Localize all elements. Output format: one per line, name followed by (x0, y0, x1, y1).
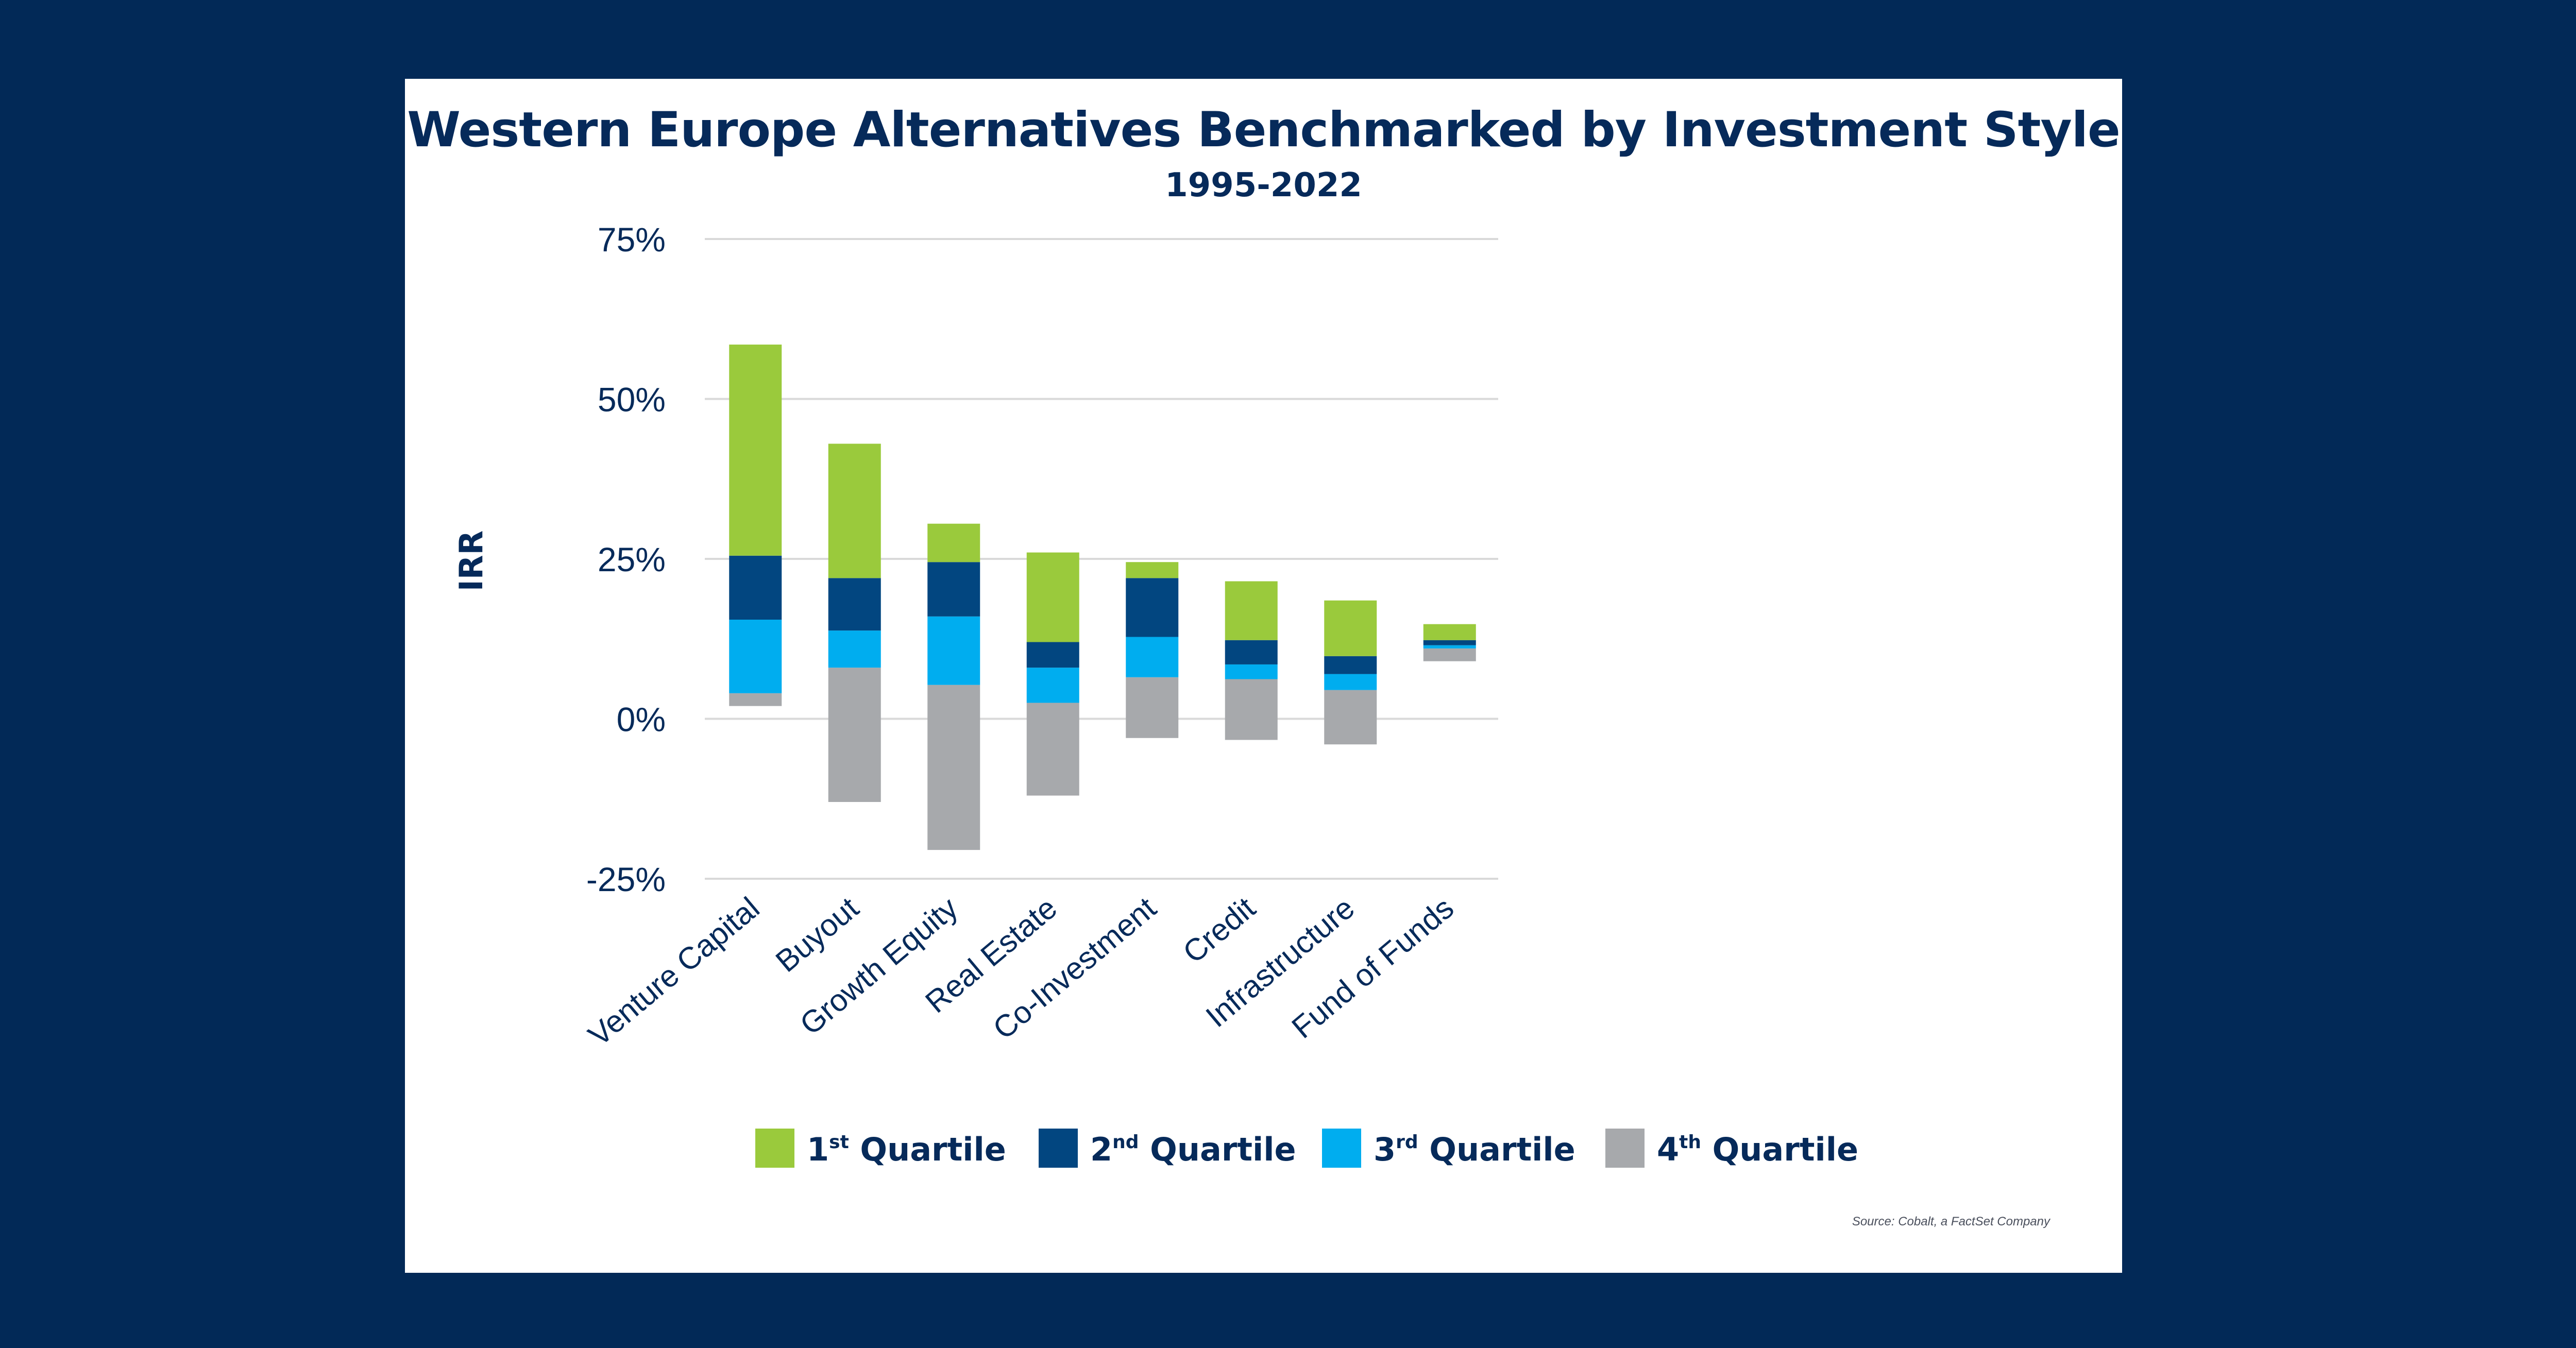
bar-segment-q1 (1026, 552, 1079, 642)
bar-segment-q2 (729, 555, 782, 620)
bar-segment-q4 (1324, 690, 1377, 745)
legend-swatch-q1 (755, 1129, 794, 1168)
bar-segment-q3 (1126, 637, 1179, 677)
bar-segment-q3 (729, 619, 782, 693)
bar-segment-q1 (1324, 600, 1377, 656)
bar-segment-q4 (828, 668, 881, 802)
legend-label-q4: 4th Quartile (1657, 1131, 1858, 1168)
bar-segment-q2 (1026, 642, 1079, 668)
legend-label-q2: 2nd Quartile (1090, 1131, 1296, 1168)
bar-segment-q1 (1423, 624, 1476, 640)
x-tick-label: Credit (1176, 890, 1262, 969)
legend-label-q1: 1st Quartile (807, 1131, 1006, 1168)
bar-segment-q2 (828, 578, 881, 631)
y-tick-label: 25% (598, 540, 666, 578)
x-tick-label: Buyout (769, 890, 865, 979)
bar-segment-q2 (1126, 578, 1179, 637)
bar-segment-q3 (927, 616, 980, 685)
bar-segment-q4 (1126, 677, 1179, 738)
y-tick-label: -25% (586, 860, 666, 898)
bar-segment-q1 (729, 344, 782, 556)
bar-segment-q1 (828, 443, 881, 578)
y-tick-label: 50% (598, 381, 666, 419)
legend-label-q3: 3rd Quartile (1374, 1131, 1575, 1168)
bar-segment-q2 (927, 562, 980, 617)
chart-subtitle: 1995-2022 (1165, 166, 1362, 204)
bar-segment-q4 (1026, 703, 1079, 796)
legend-swatch-q4 (1605, 1129, 1645, 1168)
bar-segment-q2 (1423, 640, 1476, 645)
chart-title: Western Europe Alternatives Benchmarked … (407, 102, 2121, 158)
source-note: Source: Cobalt, a FactSet Company (1852, 1215, 2050, 1228)
bar-segment-q4 (927, 685, 980, 850)
bar-segment-q3 (828, 630, 881, 668)
y-tick-label: 0% (617, 701, 666, 739)
bar-segment-q1 (1225, 581, 1278, 640)
bar-segment-q4 (1225, 679, 1278, 740)
bar-segment-q3 (1225, 664, 1278, 679)
chart-card: Western Europe Alternatives Benchmarked … (405, 79, 2122, 1273)
bar-segment-q3 (1423, 645, 1476, 649)
legend-swatch-q3 (1322, 1129, 1361, 1168)
bar-segment-q4 (729, 693, 782, 706)
y-axis-label: IRR (452, 531, 490, 592)
x-tick-label: Venture Capital (582, 891, 766, 1053)
bar-segment-q3 (1324, 674, 1377, 690)
bar-segment-q4 (1423, 648, 1476, 661)
bar-segment-q1 (1126, 562, 1179, 578)
bar-segment-q1 (927, 523, 980, 562)
bar-segment-q2 (1324, 656, 1377, 674)
y-tick-label: 75% (598, 220, 666, 259)
bar-segment-q3 (1026, 668, 1079, 703)
bar-segment-q2 (1225, 640, 1278, 664)
legend-swatch-q2 (1039, 1129, 1078, 1168)
